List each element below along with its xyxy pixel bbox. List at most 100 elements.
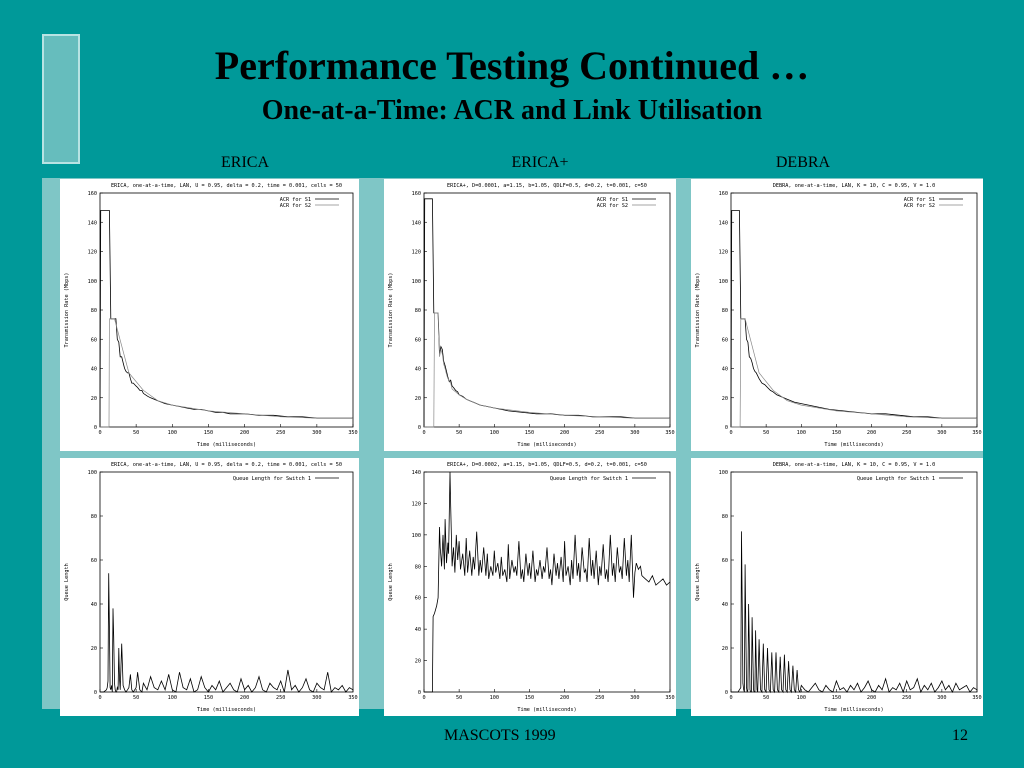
y-tick-label: 0: [418, 425, 421, 431]
x-tick-label: 350: [972, 430, 981, 436]
y-tick-label: 60: [722, 558, 728, 564]
series-line-2: [100, 318, 353, 428]
chart-title: DEBRA, one-at-a-time, LAN, K = 10, C = 0…: [773, 183, 935, 189]
x-tick-label: 150: [525, 430, 534, 436]
x-tick-label: 100: [490, 695, 499, 701]
x-tick-label: 50: [133, 430, 139, 436]
x-tick-label: 100: [490, 430, 499, 436]
x-tick-label: 0: [729, 695, 732, 701]
y-tick-label: 0: [94, 425, 97, 431]
y-tick-label: 100: [412, 533, 421, 539]
footer-conference: MASCOTS 1999: [444, 727, 556, 744]
series-line-1: [99, 210, 353, 428]
y-tick-label: 60: [722, 337, 728, 343]
y-tick-label: 20: [91, 646, 97, 652]
series-line-1: [100, 573, 354, 693]
series-line-1: [424, 471, 671, 693]
y-tick-label: 100: [88, 279, 97, 285]
y-tick-label: 40: [91, 602, 97, 608]
x-tick-label: 0: [422, 430, 425, 436]
x-axis-label: Time (milliseconds): [517, 707, 576, 713]
chart-svg: DEBRA, one-at-a-time, LAN, K = 10, C = 0…: [695, 183, 982, 448]
chart-svg: ERICA, one-at-a-time, LAN, U = 0.95, del…: [64, 462, 358, 713]
x-tick-label: 300: [312, 430, 321, 436]
x-tick-label: 250: [595, 430, 604, 436]
column-label-erica: ERICA: [221, 154, 269, 171]
y-tick-label: 80: [415, 564, 421, 570]
y-tick-label: 0: [725, 425, 728, 431]
plot-frame: [423, 192, 671, 428]
column-label-debra: DEBRA: [775, 154, 831, 171]
x-axis-label: Time (milliseconds): [517, 442, 576, 448]
column-label-erica-plus: ERICA+: [511, 154, 569, 171]
chart-title: ERICA+, D=0.0002, a=1.15, b=1.05, QDLF=0…: [447, 462, 647, 468]
y-tick-label: 40: [722, 367, 728, 373]
legend-entry: ACR for S1: [904, 197, 935, 203]
y-tick-label: 80: [722, 308, 728, 314]
y-axis-label: Queue Length: [64, 563, 70, 600]
y-axis-label: Transmission Rate (Mbps): [695, 273, 701, 348]
y-tick-label: 140: [719, 220, 728, 226]
chart-svg: ERICA, one-at-a-time, LAN, U = 0.95, del…: [64, 183, 358, 448]
x-tick-label: 100: [168, 695, 177, 701]
y-tick-label: 140: [412, 220, 421, 226]
y-tick-label: 80: [91, 514, 97, 520]
decorative-bar: [42, 34, 80, 164]
x-tick-label: 50: [133, 695, 139, 701]
y-axis-label: Queue Length: [388, 563, 394, 600]
y-tick-label: 100: [88, 470, 97, 476]
x-tick-label: 300: [937, 430, 946, 436]
x-tick-label: 200: [560, 430, 569, 436]
plot-frame: [99, 471, 354, 693]
y-tick-label: 20: [415, 396, 421, 402]
y-tick-label: 140: [412, 470, 421, 476]
y-axis-label: Queue Length: [695, 563, 701, 600]
y-tick-label: 20: [722, 396, 728, 402]
x-tick-label: 0: [98, 430, 101, 436]
x-tick-label: 250: [595, 695, 604, 701]
y-axis-label: Transmission Rate (Mbps): [64, 273, 70, 348]
y-tick-label: 140: [88, 220, 97, 226]
x-tick-label: 100: [797, 430, 806, 436]
erica-plus-acr-plot: ERICA+, D=0.0001, a=1.15, b=1.05, QDLF=0…: [384, 179, 676, 451]
x-tick-label: 250: [902, 695, 911, 701]
y-tick-label: 20: [91, 396, 97, 402]
legend-entry: ACR for S2: [280, 203, 311, 209]
x-tick-label: 0: [422, 695, 425, 701]
series-line-2: [424, 312, 670, 428]
y-tick-label: 40: [91, 367, 97, 373]
chart-title: ERICA, one-at-a-time, LAN, U = 0.95, del…: [111, 183, 342, 189]
y-tick-label: 60: [91, 558, 97, 564]
x-tick-label: 0: [729, 430, 732, 436]
chart-title: DEBRA, one-at-a-time, LAN, K = 10, C = 0…: [773, 462, 935, 468]
legend-entry: ACR for S2: [597, 203, 628, 209]
x-tick-label: 350: [348, 430, 357, 436]
y-tick-label: 80: [722, 514, 728, 520]
y-tick-label: 120: [88, 250, 97, 256]
x-tick-label: 200: [240, 695, 249, 701]
y-tick-label: 40: [722, 602, 728, 608]
legend-entry: Queue Length for Switch 1: [233, 476, 311, 482]
y-tick-label: 160: [412, 191, 421, 197]
x-tick-label: 200: [240, 430, 249, 436]
plot-frame: [730, 192, 978, 428]
x-tick-label: 250: [902, 430, 911, 436]
x-tick-label: 150: [832, 695, 841, 701]
legend-entry: ACR for S1: [280, 197, 311, 203]
legend-entry: ACR for S2: [904, 203, 935, 209]
legend-entry: Queue Length for Switch 1: [550, 476, 628, 482]
x-tick-label: 150: [832, 430, 841, 436]
y-tick-label: 20: [722, 646, 728, 652]
y-tick-label: 100: [719, 279, 728, 285]
x-tick-label: 150: [525, 695, 534, 701]
chart-title: ERICA, one-at-a-time, LAN, U = 0.95, del…: [111, 462, 342, 468]
y-tick-label: 20: [415, 659, 421, 665]
x-tick-label: 200: [867, 695, 876, 701]
y-tick-label: 80: [415, 308, 421, 314]
x-axis-label: Time (milliseconds): [197, 707, 256, 713]
x-tick-label: 100: [797, 695, 806, 701]
series-line-1: [423, 198, 670, 428]
chart-svg: DEBRA, one-at-a-time, LAN, K = 10, C = 0…: [695, 462, 982, 713]
x-tick-label: 50: [763, 430, 769, 436]
y-tick-label: 40: [415, 627, 421, 633]
